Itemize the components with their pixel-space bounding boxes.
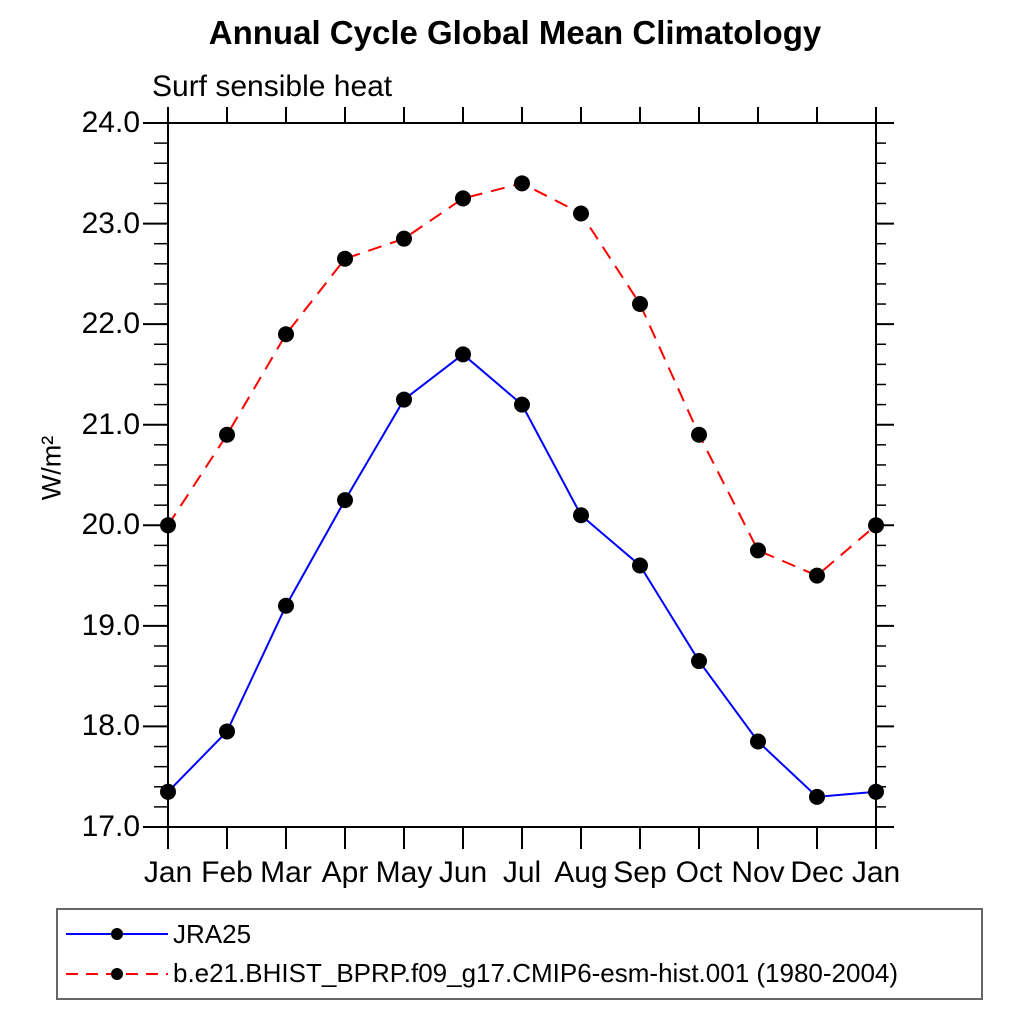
data-point: [396, 230, 412, 247]
x-tick-label: Mar: [260, 856, 312, 889]
data-point: [573, 507, 589, 524]
data-point: [455, 346, 471, 363]
data-point: [514, 175, 530, 192]
data-point: [750, 733, 766, 750]
data-point: [278, 326, 294, 343]
y-tick-label: 23.0: [81, 206, 140, 240]
data-point: [337, 250, 353, 267]
x-tick-label: Aug: [554, 856, 608, 889]
month-ticks: [167, 107, 877, 849]
data-point: [632, 296, 648, 313]
x-tick-label: Apr: [321, 856, 369, 889]
legend-label-jra25: JRA25: [173, 918, 252, 949]
x-tick-label: Jul: [502, 856, 542, 889]
y-axis-ticks: [143, 122, 894, 828]
data-point: [337, 492, 353, 509]
series-model: [160, 175, 884, 584]
x-tick-label: Oct: [675, 856, 723, 889]
x-tick-label: Sep: [613, 856, 667, 889]
data-point: [455, 190, 471, 207]
data-point: [278, 597, 294, 614]
x-tick-label: Nov: [731, 856, 785, 889]
legend-marker-dot: [111, 928, 123, 941]
data-point: [219, 723, 235, 740]
legend-line-sample-model: [66, 967, 168, 980]
x-tick-label: Dec: [790, 856, 844, 889]
data-point: [809, 567, 825, 584]
data-point: [809, 788, 825, 805]
data-point: [750, 542, 766, 559]
x-tick-label: Jan: [143, 856, 193, 889]
data-point: [573, 205, 589, 222]
data-point: [514, 396, 530, 413]
data-point: [219, 426, 235, 443]
data-point: [396, 391, 412, 408]
legend-box: JRA25 b.e21.BHIST_BPRP.f09_g17.CMIP6-esm…: [56, 908, 983, 1000]
legend-label-model: b.e21.BHIST_BPRP.f09_g17.CMIP6-esm-hist.…: [173, 958, 899, 989]
legend-entry-jra25: JRA25: [63, 919, 981, 949]
y-tick-label: 19.0: [81, 608, 140, 642]
y-tick-label: 24.0: [81, 106, 140, 139]
plot-frame: [167, 122, 877, 828]
data-point: [868, 783, 884, 800]
series-jra25: [160, 346, 884, 805]
data-point: [691, 653, 707, 670]
legend-marker-dot: [111, 967, 123, 980]
y-tick-label: 20.0: [81, 508, 140, 542]
x-tick-label: Jun: [438, 856, 488, 889]
y-tick-label: 17.0: [81, 810, 140, 843]
data-point: [160, 517, 176, 534]
x-tick-label: Jan: [851, 856, 901, 889]
y-tick-label: 22.0: [81, 307, 140, 341]
data-point: [868, 517, 884, 534]
chart-left-string: Surf sensible heat: [152, 70, 393, 103]
x-tick-label: Feb: [201, 856, 253, 889]
x-tick-label: May: [375, 856, 433, 889]
data-point: [632, 557, 648, 574]
chart-title: Annual Cycle Global Mean Climatology: [208, 14, 822, 51]
legend-entry-model: b.e21.BHIST_BPRP.f09_g17.CMIP6-esm-hist.…: [63, 958, 981, 989]
data-point: [691, 426, 707, 443]
legend-line-sample-jra25: [66, 928, 168, 941]
y-tick-label: 18.0: [81, 709, 140, 743]
data-point: [160, 783, 176, 800]
y-tick-label: 21.0: [81, 407, 140, 441]
